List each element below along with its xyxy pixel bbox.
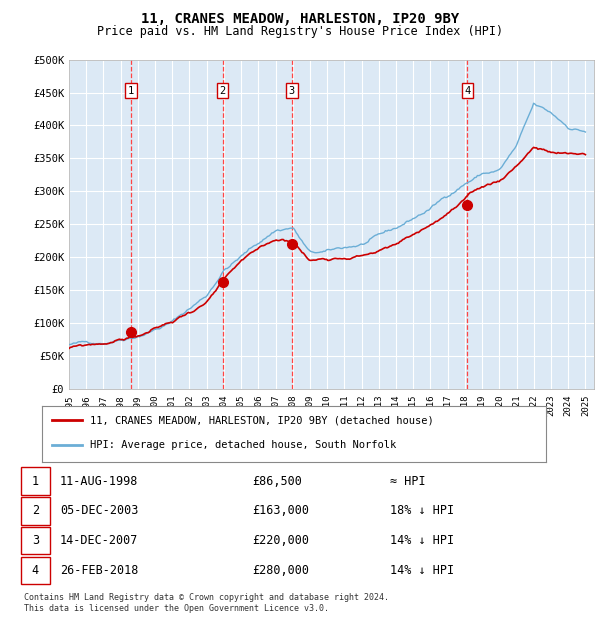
Text: 1: 1	[128, 86, 134, 95]
Text: 11-AUG-1998: 11-AUG-1998	[60, 475, 139, 487]
Text: ≈ HPI: ≈ HPI	[390, 475, 425, 487]
Text: 3: 3	[32, 534, 39, 547]
Text: Price paid vs. HM Land Registry's House Price Index (HPI): Price paid vs. HM Land Registry's House …	[97, 25, 503, 38]
Text: 1: 1	[32, 475, 39, 487]
Text: £163,000: £163,000	[252, 505, 309, 517]
Text: 14% ↓ HPI: 14% ↓ HPI	[390, 564, 454, 577]
Text: 2: 2	[220, 86, 226, 95]
Text: 18% ↓ HPI: 18% ↓ HPI	[390, 505, 454, 517]
Text: 05-DEC-2003: 05-DEC-2003	[60, 505, 139, 517]
Text: 11, CRANES MEADOW, HARLESTON, IP20 9BY (detached house): 11, CRANES MEADOW, HARLESTON, IP20 9BY (…	[90, 415, 434, 425]
Text: HPI: Average price, detached house, South Norfolk: HPI: Average price, detached house, Sout…	[90, 440, 396, 450]
Text: 26-FEB-2018: 26-FEB-2018	[60, 564, 139, 577]
Text: 14% ↓ HPI: 14% ↓ HPI	[390, 534, 454, 547]
Text: Contains HM Land Registry data © Crown copyright and database right 2024.
This d: Contains HM Land Registry data © Crown c…	[24, 593, 389, 613]
Text: £280,000: £280,000	[252, 564, 309, 577]
Text: 3: 3	[289, 86, 295, 95]
Text: 4: 4	[464, 86, 470, 95]
Text: 14-DEC-2007: 14-DEC-2007	[60, 534, 139, 547]
Text: 2: 2	[32, 505, 39, 517]
Text: 4: 4	[32, 564, 39, 577]
Text: £86,500: £86,500	[252, 475, 302, 487]
Text: 11, CRANES MEADOW, HARLESTON, IP20 9BY: 11, CRANES MEADOW, HARLESTON, IP20 9BY	[141, 12, 459, 27]
Text: £220,000: £220,000	[252, 534, 309, 547]
